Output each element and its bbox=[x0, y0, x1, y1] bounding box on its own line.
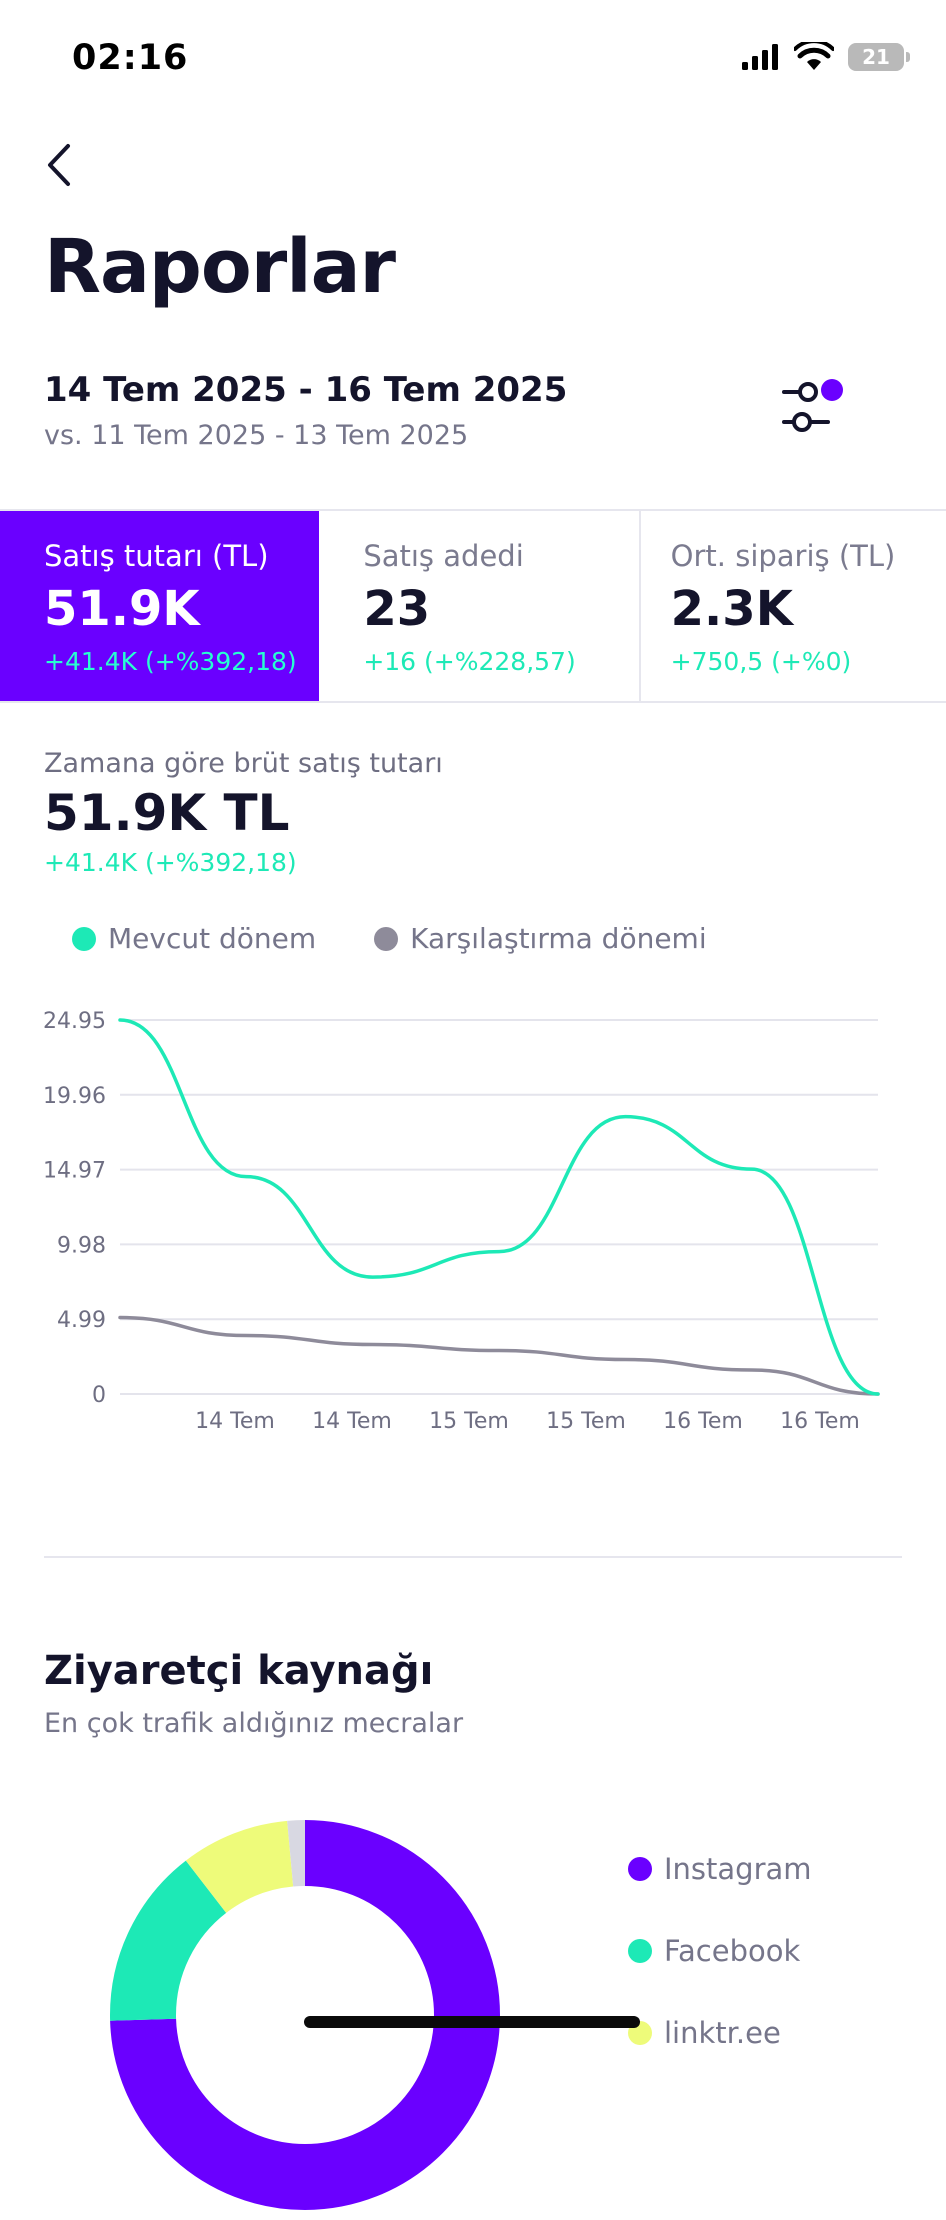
page-title: Raporlar bbox=[44, 224, 396, 310]
x-tick-label: 16 Tem bbox=[663, 1409, 743, 1434]
series-line bbox=[118, 1018, 880, 1396]
y-tick-label: 9.98 bbox=[57, 1233, 106, 1258]
x-tick-label: 14 Tem bbox=[195, 1409, 275, 1434]
legend-dot bbox=[628, 1939, 652, 1963]
x-tick-label: 16 Tem bbox=[780, 1409, 860, 1434]
metric-delta: +41.4K (+%392,18) bbox=[44, 647, 297, 676]
y-tick-label: 0 bbox=[92, 1383, 106, 1408]
back-icon[interactable] bbox=[40, 140, 80, 190]
chart-subtitle: Zamana göre brüt satış tutarı bbox=[44, 748, 443, 779]
metric-label: Satış tutarı (TL) bbox=[44, 539, 269, 573]
metric-sales-amount[interactable]: Satış tutarı (TL) 51.9K +41.4K (+%392,18… bbox=[0, 511, 320, 701]
signal-icon bbox=[742, 44, 778, 70]
section-divider bbox=[44, 1556, 902, 1558]
metric-avg-order[interactable]: Ort. sipariş (TL) 2.3K +750,5 (+%0) bbox=[641, 511, 946, 701]
battery-level: 21 bbox=[862, 45, 890, 69]
donut-legend-linktree: linktr.ee bbox=[628, 2016, 781, 2050]
status-icons: 21 bbox=[740, 42, 910, 72]
donut-legend-facebook: Facebook bbox=[628, 1934, 800, 1968]
comparison-range: vs. 11 Tem 2025 - 13 Tem 2025 bbox=[44, 420, 469, 451]
metric-value: 51.9K bbox=[44, 581, 200, 637]
visitor-source-title: Ziyaretçi kaynağı bbox=[44, 1648, 434, 1694]
metric-sales-count[interactable]: Satış adedi 23 +16 (+%228,57) bbox=[319, 511, 641, 701]
legend-label: Mevcut dönem bbox=[108, 922, 317, 955]
y-tick-label: 14.97 bbox=[43, 1159, 106, 1184]
y-tick-label: 4.99 bbox=[57, 1308, 106, 1333]
filter-icon[interactable] bbox=[776, 372, 848, 440]
metric-delta: +750,5 (+%0) bbox=[670, 647, 852, 676]
wifi-icon bbox=[794, 42, 834, 70]
metric-tabs: Satış tutarı (TL) 51.9K +41.4K (+%392,18… bbox=[0, 509, 946, 703]
legend-label: linktr.ee bbox=[664, 2016, 781, 2050]
date-range[interactable]: 14 Tem 2025 - 16 Tem 2025 bbox=[44, 370, 568, 410]
sales-line-chart: 0 4.99 9.98 14.97 19.96 24.95 14 Tem 14 Tem 15 T… bbox=[43, 1009, 880, 1434]
donut-slice[interactable] bbox=[110, 1820, 500, 2210]
home-indicator bbox=[304, 2016, 640, 2028]
chart-legend: Mevcut dönem Karşılaştırma dönemi bbox=[72, 922, 765, 955]
x-tick-label: 15 Tem bbox=[546, 1409, 626, 1434]
chart-delta: +41.4K (+%392,18) bbox=[44, 848, 297, 877]
chart-total: 51.9K TL bbox=[44, 784, 290, 842]
legend-label: Facebook bbox=[664, 1934, 801, 1968]
donut-slice[interactable] bbox=[110, 1820, 500, 2210]
x-tick-label: 14 Tem bbox=[312, 1409, 392, 1434]
y-tick-label: 19.96 bbox=[43, 1084, 106, 1109]
legend-dot bbox=[628, 1857, 652, 1881]
metric-label: Satış adedi bbox=[363, 539, 524, 573]
metric-value: 23 bbox=[363, 581, 431, 637]
visitor-source-donut bbox=[110, 1820, 500, 2210]
legend-item-current[interactable]: Mevcut dönem bbox=[72, 922, 316, 955]
battery-icon: 21 bbox=[848, 43, 910, 71]
series-line bbox=[118, 1315, 880, 1396]
legend-label: Karşılaştırma dönemi bbox=[410, 922, 707, 955]
y-tick-label: 24.95 bbox=[43, 1009, 106, 1034]
status-time: 02:16 bbox=[72, 38, 189, 78]
metric-delta: +16 (+%228,57) bbox=[363, 647, 576, 676]
metric-value: 2.3K bbox=[670, 581, 793, 637]
visitor-source-subtitle: En çok trafik aldığınız mecralar bbox=[44, 1708, 464, 1739]
legend-dot bbox=[374, 926, 399, 951]
x-tick-label: 15 Tem bbox=[429, 1409, 509, 1434]
legend-label: Instagram bbox=[664, 1852, 812, 1886]
legend-dot bbox=[72, 926, 96, 951]
metric-label: Ort. sipariş (TL) bbox=[670, 539, 896, 573]
donut-legend-instagram: Instagram bbox=[628, 1852, 812, 1886]
legend-item-comparison[interactable]: Karşılaştırma dönemi bbox=[374, 922, 707, 955]
